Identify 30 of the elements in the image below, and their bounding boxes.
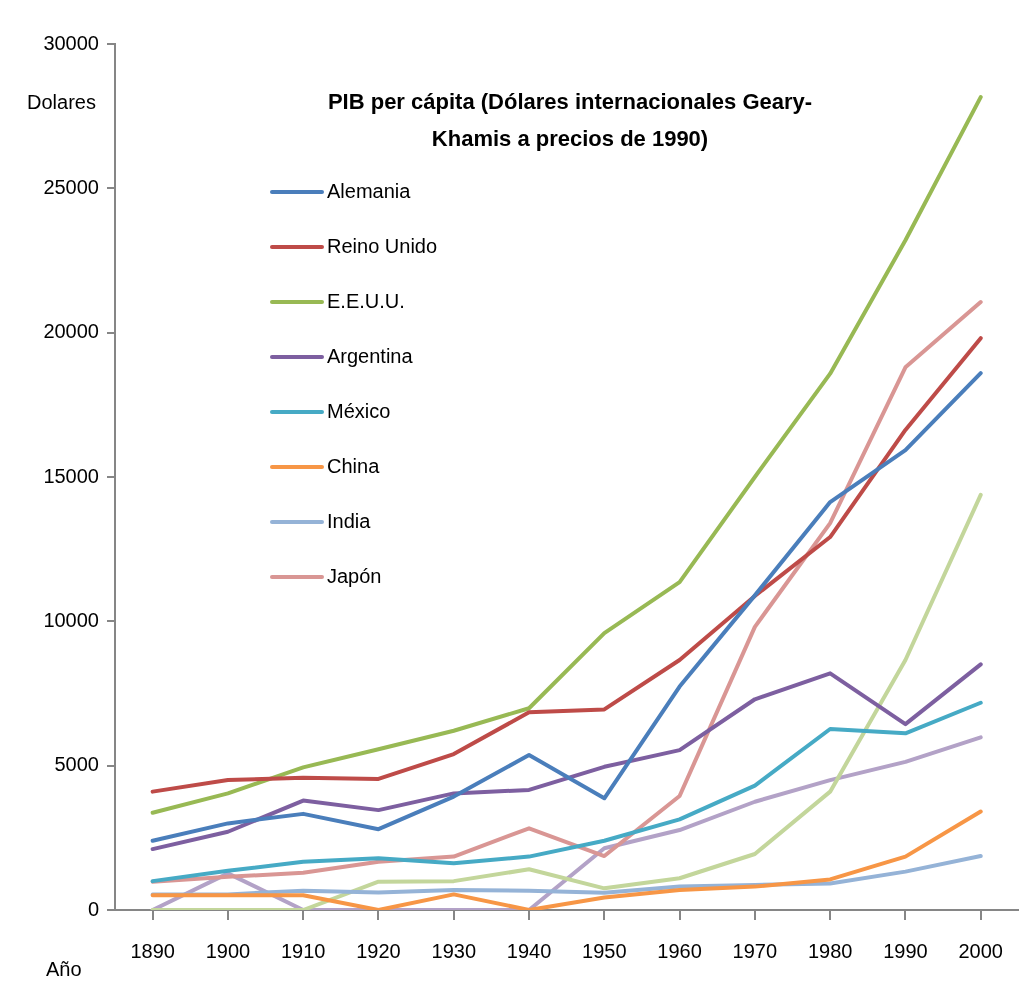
legend-label: Argentina xyxy=(327,344,414,367)
x-tick-label: 1910 xyxy=(280,939,326,962)
x-axis-title: Año xyxy=(46,957,82,980)
y-tick-label: 25000 xyxy=(43,175,99,198)
y-tick-label: 10000 xyxy=(43,608,99,631)
y-tick-label: 0 xyxy=(87,897,99,920)
x-tick-label: 1980 xyxy=(807,939,853,962)
legend-label: China xyxy=(327,454,381,477)
legend-label: Reino Unido xyxy=(327,234,438,257)
x-tick-label: 1990 xyxy=(883,939,928,962)
x-tick-label: 1900 xyxy=(205,939,251,962)
x-tick-label: 1940 xyxy=(506,939,552,962)
y-tick-label: 20000 xyxy=(43,320,99,343)
x-tick-label: 1930 xyxy=(431,939,477,962)
y-axis-title: Dolares xyxy=(27,90,96,113)
legend-label: Japón xyxy=(327,564,382,587)
y-tick-label: 5000 xyxy=(54,753,99,776)
legend-label: India xyxy=(327,509,372,532)
text: PIB per cápita (Dólares internacionales Geary-Khamis a precios de 1990) xyxy=(327,89,813,152)
x-tick-label: 1890 xyxy=(130,939,175,962)
legend-label: Alemania xyxy=(327,179,412,202)
y-tick-label: 15000 xyxy=(43,464,99,487)
x-tick-label: 1970 xyxy=(732,939,778,962)
x-tick-label: 1960 xyxy=(657,939,702,962)
x-tick-label: 1920 xyxy=(356,939,401,962)
legend-label: E.E.U.U. xyxy=(327,289,405,312)
x-tick-label: 2000 xyxy=(958,939,1003,962)
y-tick-label: 30000 xyxy=(43,31,99,54)
legend-label: México xyxy=(327,399,391,422)
x-tick-label: 1950 xyxy=(582,939,627,962)
